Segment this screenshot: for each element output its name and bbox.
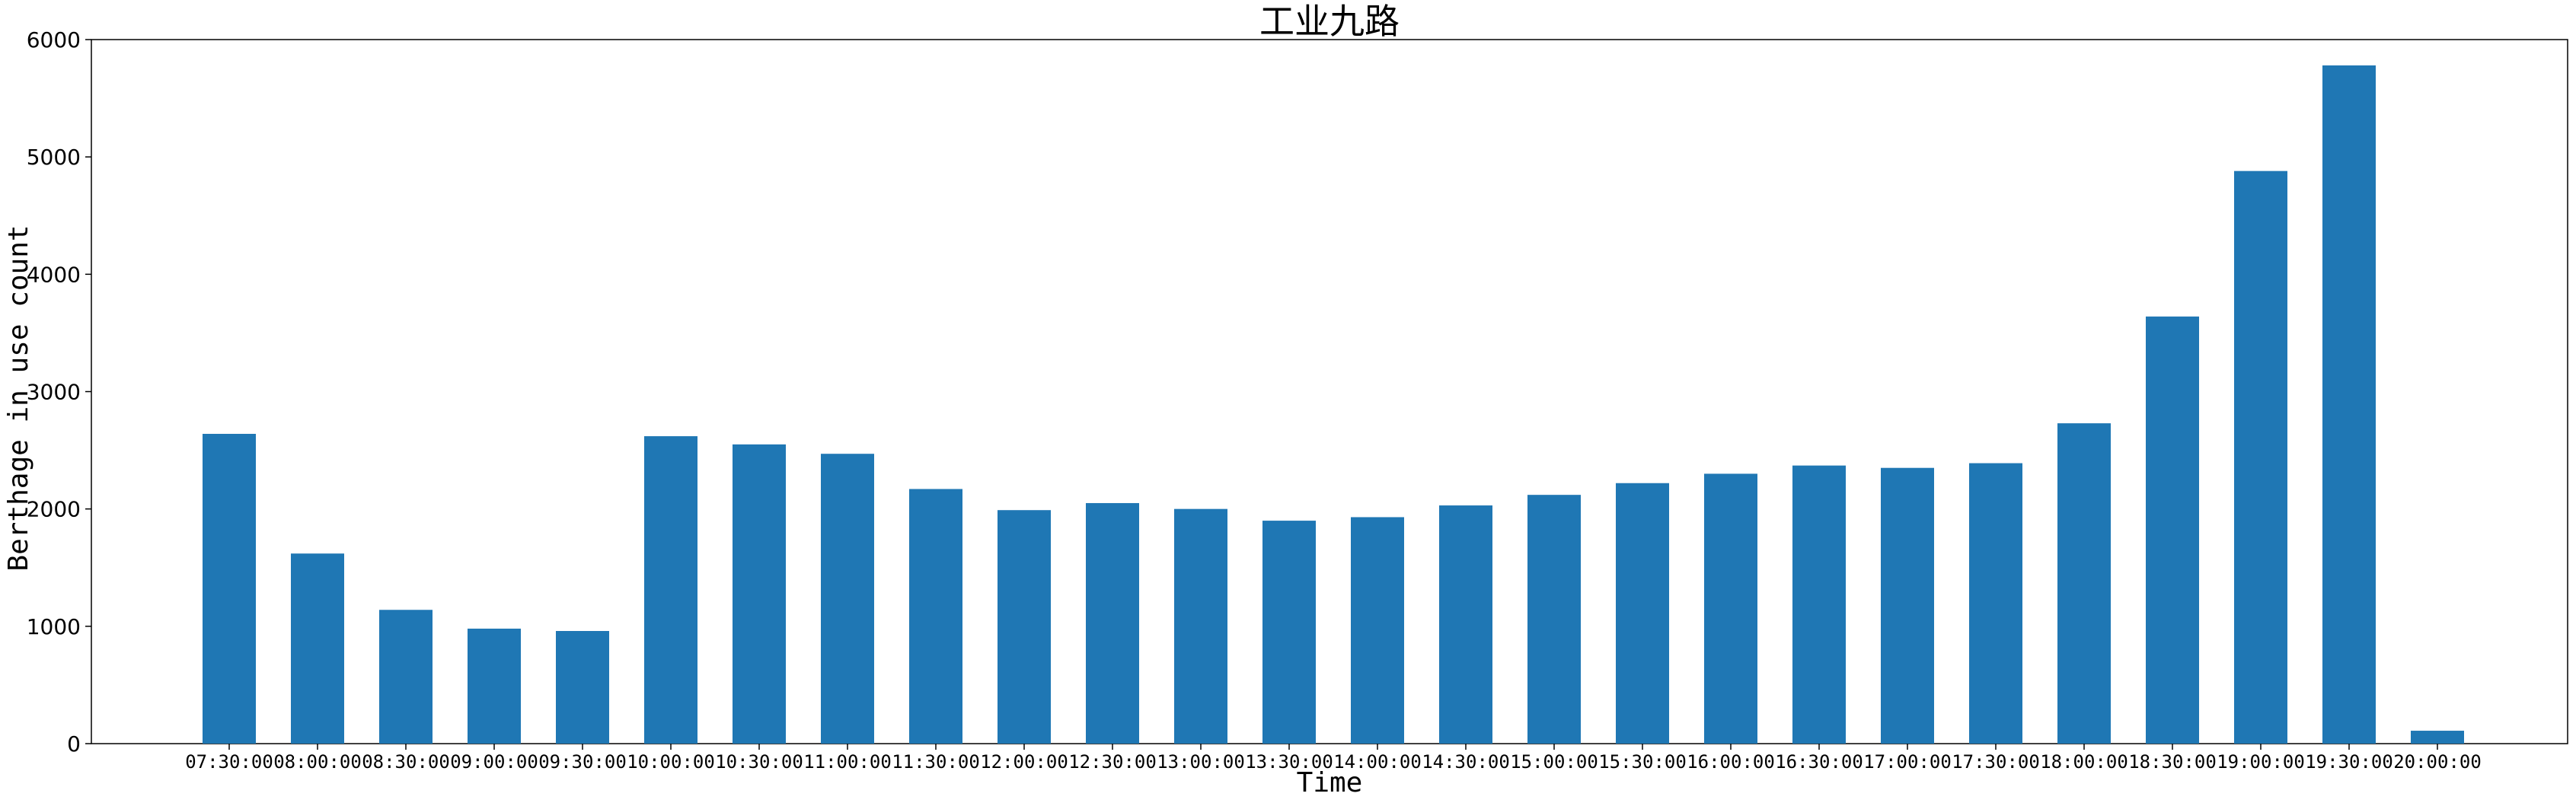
bar-10:30:00: [733, 444, 786, 744]
y-axis-ticks: 0 1000 2000 3000 4000 5000 6000: [27, 27, 91, 757]
y-tick-label: 2000: [27, 497, 81, 522]
chart-title: 工业九路: [1259, 1, 1400, 42]
x-tick-label: 15:00:00: [1510, 751, 1598, 773]
bar-07:30:00: [203, 434, 256, 744]
x-tick-label: 10:30:00: [715, 751, 803, 773]
bar-19:00:00: [2234, 170, 2287, 744]
bars: [203, 65, 2464, 744]
bar-14:00:00: [1351, 517, 1404, 744]
x-tick-label: 12:30:00: [1068, 751, 1157, 773]
x-axis-ticks: 07:30:00 08:00:00 08:30:00 09:00:00 09:30:00…: [185, 744, 2482, 773]
x-tick-label: 18:00:00: [2040, 751, 2128, 773]
x-tick-label: 09:30:00: [538, 751, 627, 773]
x-tick-label: 14:30:00: [1422, 751, 1510, 773]
bar-16:30:00: [1792, 465, 1846, 744]
bar-15:00:00: [1527, 495, 1581, 744]
bar-13:30:00: [1262, 521, 1316, 744]
x-tick-label: 19:30:00: [2305, 751, 2393, 773]
y-tick-label: 5000: [27, 145, 81, 170]
x-tick-label: 13:00:00: [1157, 751, 1245, 773]
bar-15:30:00: [1616, 483, 1669, 744]
bar-12:00:00: [998, 510, 1051, 744]
x-tick-label: 17:30:00: [1952, 751, 2040, 773]
x-tick-label: 18:30:00: [2128, 751, 2217, 773]
x-axis-label: Time: [1297, 767, 1363, 798]
bar-20:00:00: [2411, 731, 2464, 744]
x-tick-label: 20:00:00: [2393, 751, 2482, 773]
x-tick-label: 07:30:00: [185, 751, 273, 773]
x-tick-label: 17:00:00: [1863, 751, 1952, 773]
y-tick-label: 4000: [27, 262, 81, 287]
y-tick-label: 0: [67, 731, 81, 757]
x-tick-label: 08:30:00: [362, 751, 450, 773]
bar-17:30:00: [1969, 463, 2022, 744]
x-tick-label: 08:00:00: [273, 751, 362, 773]
bar-14:30:00: [1439, 505, 1492, 744]
y-tick-label: 6000: [27, 27, 81, 53]
bar-17:00:00: [1881, 467, 1934, 744]
bar-11:00:00: [821, 454, 874, 744]
bar-12:30:00: [1086, 502, 1139, 744]
y-tick-label: 1000: [27, 614, 81, 639]
x-tick-label: 16:30:00: [1775, 751, 1863, 773]
x-tick-label: 10:00:00: [627, 751, 715, 773]
bar-08:00:00: [291, 553, 344, 744]
bar-19:30:00: [2322, 65, 2376, 744]
bar-08:30:00: [379, 610, 433, 744]
y-axis-label: Berthage in use count: [3, 225, 34, 571]
bar-16:00:00: [1704, 473, 1757, 744]
x-tick-label: 13:30:00: [1245, 751, 1333, 773]
bar-09:30:00: [556, 631, 609, 744]
bar-09:00:00: [468, 628, 521, 744]
x-tick-label: 15:30:00: [1598, 751, 1687, 773]
x-tick-label: 09:00:00: [450, 751, 538, 773]
x-tick-label: 19:00:00: [2217, 751, 2305, 773]
bar-18:30:00: [2146, 316, 2199, 744]
x-tick-label: 14:00:00: [1333, 751, 1422, 773]
bar-18:00:00: [2057, 423, 2111, 744]
x-tick-label: 16:00:00: [1687, 751, 1775, 773]
x-tick-label: 11:30:00: [892, 751, 980, 773]
bar-11:30:00: [909, 489, 962, 744]
x-tick-label: 11:00:00: [803, 751, 892, 773]
bar-10:00:00: [644, 436, 697, 744]
bar-13:00:00: [1174, 508, 1227, 744]
x-tick-label: 12:00:00: [980, 751, 1068, 773]
y-tick-label: 3000: [27, 380, 81, 405]
